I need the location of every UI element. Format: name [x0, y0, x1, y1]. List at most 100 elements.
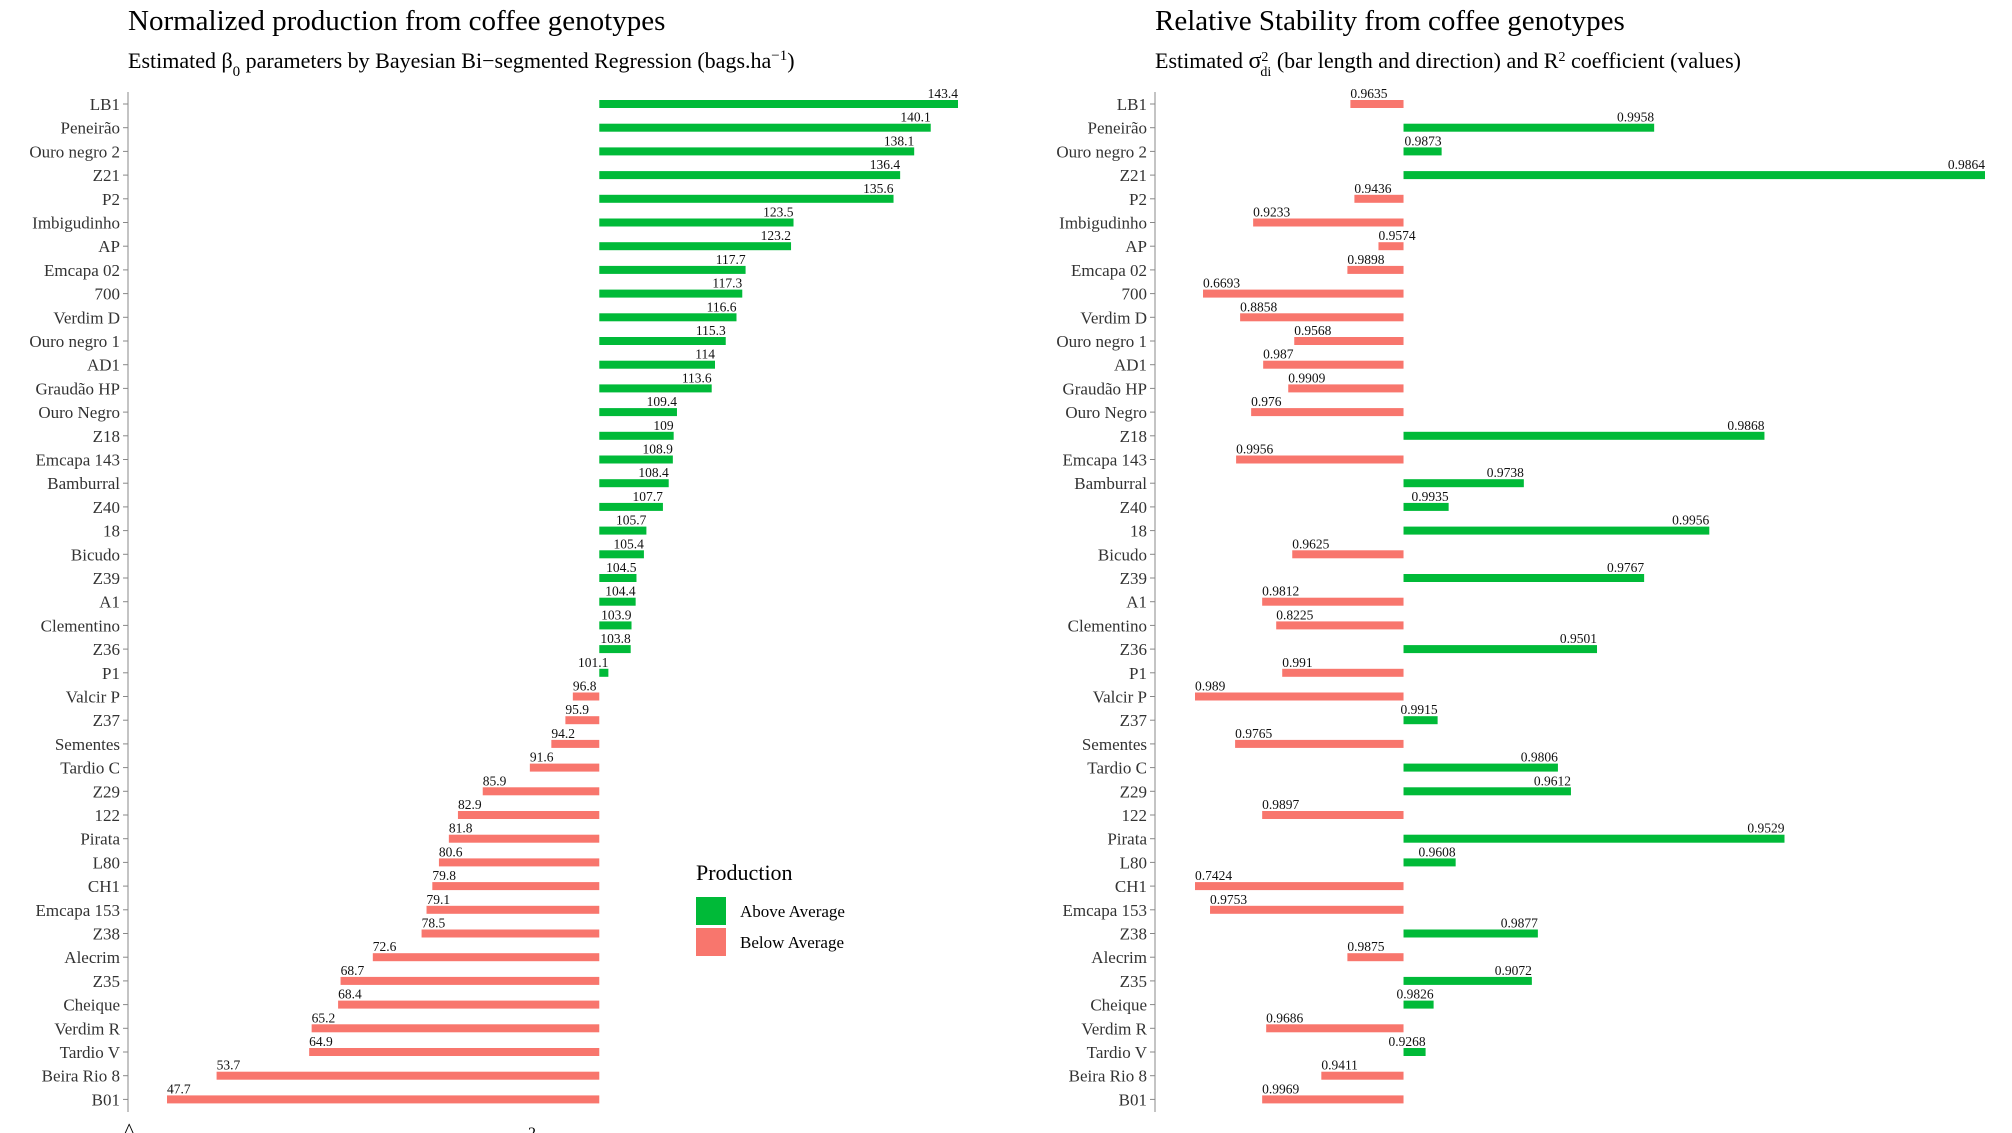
value-label: 0.8225: [1276, 607, 1313, 622]
category-label: Verdim R: [1081, 1019, 1147, 1038]
value-label: 0.9875: [1347, 939, 1384, 954]
category-label: 700: [95, 285, 121, 304]
bar-below-average: [565, 716, 600, 725]
bar-below-average: [1378, 242, 1404, 251]
category-label: B01: [1119, 1090, 1147, 1109]
right-chart-bars: LB1 0.9635 Peneirão 0.9958 Ouro negro 2 0.987…: [1056, 86, 1985, 1109]
legend-title: Production: [696, 860, 793, 885]
value-label: 0.9436: [1354, 181, 1391, 196]
category-label: CH1: [1115, 877, 1147, 896]
value-label: 0.8858: [1240, 299, 1277, 314]
category-label: Ouro negro 2: [29, 142, 120, 161]
bar-above-average: [1403, 526, 1710, 535]
value-label: 80.6: [439, 844, 463, 859]
category-label: Z37: [93, 711, 121, 730]
value-label: 0.9233: [1253, 205, 1290, 220]
value-label: 0.7424: [1195, 868, 1232, 883]
bar-below-average: [1262, 811, 1404, 819]
bar-below-average: [1294, 337, 1404, 345]
value-label: 140.1: [900, 110, 930, 125]
value-label: 78.5: [422, 916, 446, 931]
value-label: 0.9568: [1294, 323, 1331, 338]
category-label: Emcapa 02: [44, 261, 120, 280]
bar-above-average: [1403, 479, 1524, 488]
value-label: 79.1: [427, 892, 451, 907]
category-label: Z39: [93, 569, 120, 588]
category-label: Tardio V: [60, 1043, 121, 1062]
category-label: Z18: [93, 427, 120, 446]
value-label: 85.9: [483, 773, 507, 788]
category-label: AP: [1125, 237, 1147, 256]
category-label: Cheique: [1090, 996, 1147, 1015]
value-label: 116.6: [707, 299, 737, 314]
category-label: L80: [1120, 853, 1147, 872]
right-chart-subtitle: Estimated σ2 di (bar length and direction…: [1155, 48, 1741, 80]
bar-above-average: [1403, 1000, 1434, 1009]
value-label: 0.9826: [1396, 987, 1433, 1002]
bar-below-average: [1235, 739, 1404, 748]
value-label: 101.1: [578, 655, 608, 670]
category-label: Clementino: [1068, 616, 1147, 635]
value-label: 0.9738: [1487, 465, 1524, 480]
bar-below-average: [1266, 1024, 1404, 1033]
bar-above-average: [599, 455, 673, 464]
value-label: 0.9574: [1378, 228, 1415, 243]
value-label: 91.6: [530, 750, 554, 765]
value-label: 105.4: [614, 536, 645, 551]
value-label: 0.989: [1195, 679, 1226, 694]
bar-above-average: [1403, 834, 1785, 843]
value-label: 104.4: [605, 584, 636, 599]
category-label: Peneirão: [61, 119, 120, 138]
category-label: Clementino: [41, 616, 120, 635]
category-label: Pirata: [1107, 830, 1147, 849]
value-label: 0.9765: [1235, 726, 1272, 741]
bar-below-average: [457, 811, 600, 819]
bar-below-average: [448, 834, 600, 843]
category-label: P1: [102, 664, 120, 683]
value-label: 79.8: [432, 868, 456, 883]
category-label: P1: [1129, 664, 1147, 683]
value-label: 81.8: [449, 821, 473, 836]
bar-below-average: [1282, 668, 1404, 677]
bar-below-average: [482, 787, 600, 796]
bar-below-average: [1263, 360, 1404, 369]
bar-below-average: [1240, 313, 1404, 322]
category-label: 700: [1122, 285, 1148, 304]
bar-above-average: [1403, 787, 1571, 796]
category-label: Ouro Negro: [38, 403, 120, 422]
left-chart-title: Normalized production from coffee genoty…: [128, 5, 665, 37]
value-label: 65.2: [312, 1010, 336, 1025]
value-label: 94.2: [551, 726, 575, 741]
value-label: 82.9: [458, 797, 482, 812]
bar-above-average: [1403, 858, 1456, 867]
bar-below-average: [1347, 265, 1404, 274]
bar-above-average: [599, 645, 631, 654]
bar-above-average: [599, 621, 632, 630]
category-label: Sementes: [1082, 735, 1147, 754]
bar-above-average: [599, 360, 715, 369]
category-label: Z37: [1120, 711, 1148, 730]
category-label: Bamburral: [47, 474, 120, 493]
category-label: LB1: [1117, 95, 1147, 114]
bar-above-average: [1403, 763, 1558, 772]
value-label: 0.9753: [1210, 892, 1247, 907]
value-label: 0.987: [1263, 347, 1294, 362]
bar-below-average: [167, 1095, 600, 1104]
category-label: Alecrim: [1091, 948, 1147, 967]
value-label: 0.9072: [1495, 963, 1532, 978]
value-label: 123.5: [763, 205, 794, 220]
value-label: 103.9: [601, 607, 632, 622]
category-label: L80: [93, 853, 120, 872]
category-label: Valcir P: [1093, 688, 1147, 707]
bar-above-average: [599, 242, 792, 251]
category-label: Z36: [93, 640, 120, 659]
bar-below-average: [309, 1048, 600, 1056]
left-chart-bars: LB1 143.4 Peneirão 140.1 Ouro negro 2 138.1 Z2…: [29, 86, 958, 1109]
bar-above-average: [599, 550, 644, 559]
value-label: 0.6693: [1203, 276, 1240, 291]
category-label: Imbigudinho: [32, 214, 120, 233]
value-label: 103.8: [600, 631, 631, 646]
category-label: Graudão HP: [35, 379, 120, 398]
value-label: 95.9: [565, 702, 589, 717]
category-label: Bicudo: [1098, 545, 1147, 564]
